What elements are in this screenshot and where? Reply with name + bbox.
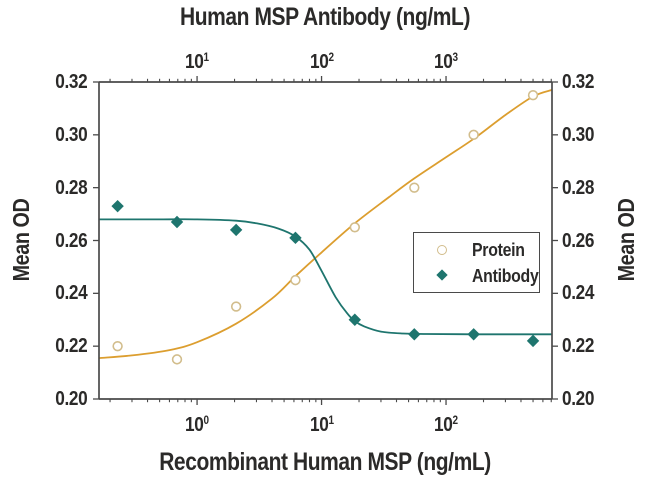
left-axis-title: Mean OD bbox=[8, 198, 34, 282]
antibody-data-point bbox=[348, 313, 362, 326]
bottom-tick-label: 101 bbox=[309, 414, 334, 436]
left-tick-label: 0.26 bbox=[54, 229, 87, 252]
antibody-data-point bbox=[170, 215, 184, 229]
right-tick-label: 0.32 bbox=[562, 71, 595, 93]
antibody-data-point bbox=[526, 334, 540, 348]
legend-box: Protein Antibody bbox=[413, 232, 540, 293]
antibody-data-point bbox=[289, 231, 302, 245]
legend-label-protein: Protein bbox=[472, 240, 525, 260]
top-tick-label: 103 bbox=[434, 51, 459, 73]
protein-data-point bbox=[112, 340, 123, 352]
antibody-data-point bbox=[229, 223, 243, 237]
right-tick-label: 0.26 bbox=[562, 229, 595, 252]
right-tick-label: 0.24 bbox=[562, 282, 595, 305]
left-tick-label: 0.30 bbox=[54, 123, 87, 146]
right-tick-label: 0.20 bbox=[562, 388, 595, 410]
bottom-tick-label: 100 bbox=[185, 414, 210, 436]
protein-open-circle-icon bbox=[437, 245, 447, 255]
protein-data-point bbox=[290, 274, 301, 286]
antibody-fit-curve bbox=[98, 218, 552, 336]
protein-data-point bbox=[349, 222, 361, 233]
protein-data-point bbox=[527, 90, 539, 101]
protein-data-point bbox=[409, 182, 420, 193]
top-tick-label: 102 bbox=[309, 51, 334, 73]
antibody-data-point bbox=[467, 328, 480, 341]
legend-item-protein: Protein bbox=[414, 239, 539, 261]
protein-fit-curve bbox=[98, 89, 553, 359]
left-tick-label: 0.22 bbox=[54, 335, 87, 358]
antibody-diamond-icon bbox=[436, 269, 448, 281]
left-tick-label: 0.32 bbox=[54, 71, 87, 93]
right-axis-title: Mean OD bbox=[613, 198, 639, 282]
right-tick-label: 0.22 bbox=[562, 335, 595, 358]
top-tick-label: 101 bbox=[185, 51, 210, 73]
bottom-tick-label: 102 bbox=[434, 414, 459, 436]
protein-data-point bbox=[171, 354, 183, 365]
right-tick-label: 0.30 bbox=[562, 123, 595, 146]
bottom-axis-title: Recombinant Human MSP (ng/mL) bbox=[159, 448, 491, 476]
left-tick-label: 0.20 bbox=[54, 388, 87, 410]
protein-data-point bbox=[468, 129, 479, 141]
antibody-data-point bbox=[408, 328, 421, 341]
protein-data-point bbox=[230, 301, 242, 312]
antibody-data-point bbox=[111, 199, 124, 213]
legend-label-antibody: Antibody bbox=[472, 266, 539, 286]
right-tick-label: 0.28 bbox=[562, 176, 595, 199]
top-axis-title: Human MSP Antibody (ng/mL) bbox=[179, 3, 471, 31]
left-tick-label: 0.28 bbox=[54, 176, 87, 199]
legend-item-antibody: Antibody bbox=[414, 265, 539, 287]
left-tick-label: 0.24 bbox=[54, 282, 87, 305]
